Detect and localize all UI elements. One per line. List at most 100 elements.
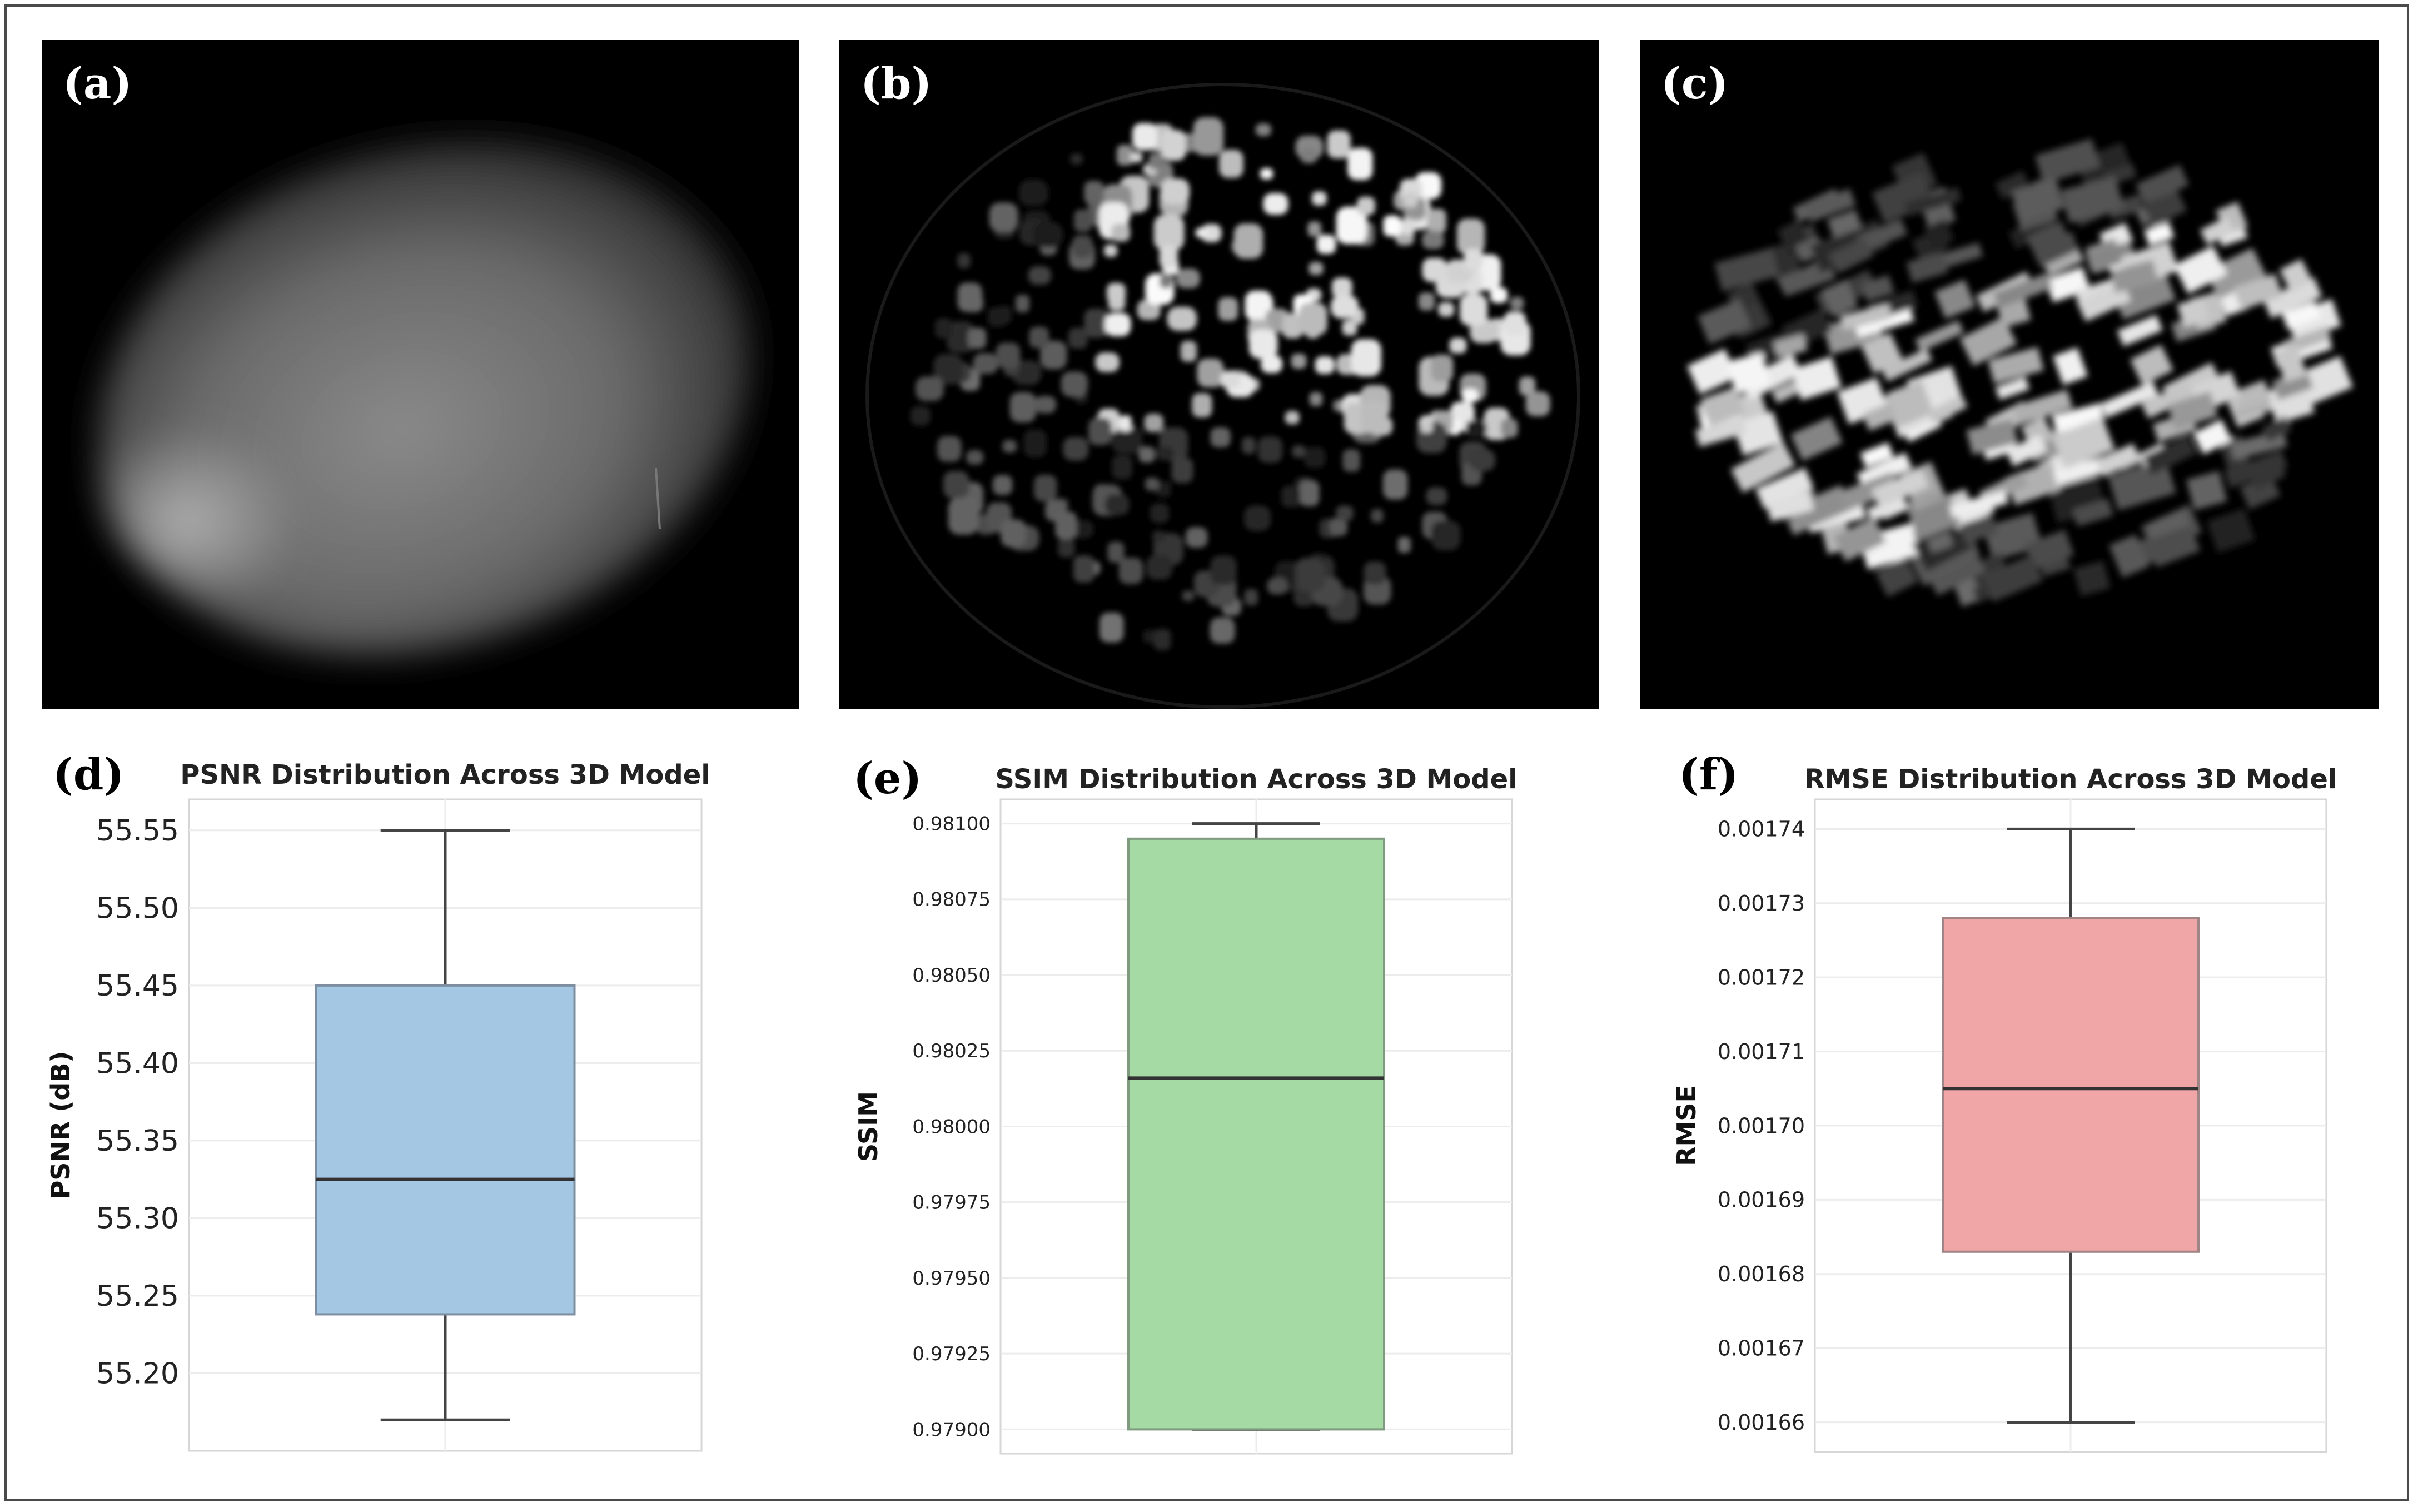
block-blob (2143, 222, 2175, 246)
cell-blob (1116, 145, 1133, 166)
block-blob (2011, 177, 2065, 223)
block-blob (1914, 320, 1964, 352)
y-tick-label: 0.97950 (912, 1267, 991, 1290)
block-cluster-render (1686, 138, 2354, 607)
chart-title: PSNR Distribution Across 3D Model (180, 759, 710, 790)
cell-blob (1153, 214, 1185, 251)
block-blob (2234, 380, 2272, 410)
block-blob (2053, 456, 2107, 486)
block-blob (2279, 258, 2312, 292)
cell-blob (1298, 302, 1327, 336)
y-tick-label: 0.00170 (1718, 1113, 1805, 1138)
cell-blob (1449, 337, 1467, 354)
block-blob (1860, 442, 1894, 468)
cell-blob (992, 475, 1013, 495)
cell-blob (1197, 358, 1224, 387)
block-blob (2034, 138, 2101, 184)
cell-blob (1156, 481, 1171, 498)
cell-blob (1525, 391, 1550, 416)
block-blob (1871, 467, 1929, 508)
cell-blob (1291, 354, 1307, 369)
cell-blob (1088, 417, 1112, 445)
cell-blob (1431, 520, 1461, 550)
y-tick-label: 0.97975 (912, 1192, 991, 1214)
block-blob (2147, 526, 2201, 568)
cell-blob (1132, 123, 1158, 151)
block-blob (2173, 245, 2227, 294)
blurred-ellipse-render (97, 136, 752, 655)
cell-blob (1460, 294, 1487, 326)
cell-blob (1312, 191, 1327, 206)
panel-c-image: (c) (1640, 40, 2379, 709)
block-blob (2200, 216, 2235, 245)
cell-blob (1028, 266, 1051, 285)
cell-blob (1261, 355, 1283, 374)
cell-blob (1315, 356, 1335, 374)
cell-blob (937, 436, 962, 462)
block-blob (1875, 557, 1919, 598)
block-blob (1906, 252, 1948, 283)
cell-blob (1371, 509, 1384, 523)
cell-blob (1401, 218, 1415, 235)
block-blob (1966, 418, 2018, 455)
cell-blob (1470, 449, 1495, 471)
block-blob (2024, 529, 2074, 570)
cell-blob (989, 202, 1018, 232)
cell-blob (915, 376, 944, 401)
y-tick-label: 0.97900 (912, 1419, 991, 1441)
cell-blob (935, 318, 952, 339)
block-blob (1773, 334, 1808, 359)
cell-blob (1420, 420, 1433, 433)
cell-blob (1510, 297, 1524, 310)
cell-blob (1422, 231, 1444, 250)
chart-title: RMSE Distribution Across 3D Model (1804, 764, 2337, 795)
block-blob (2272, 369, 2313, 400)
block-blob (2143, 190, 2187, 227)
block-blob (1698, 299, 1752, 345)
cell-blob (1357, 196, 1375, 216)
cell-blob (1019, 180, 1048, 206)
block-blob (2012, 389, 2073, 426)
cell-blob (1153, 629, 1171, 650)
cell-blob (1112, 455, 1133, 480)
cell-blob (996, 342, 1021, 369)
panel-a-image: (a) (42, 40, 799, 709)
block-blob (2006, 434, 2047, 467)
block-blob (1907, 495, 1961, 540)
cell-blob (997, 306, 1012, 324)
y-tick-label: 0.98050 (912, 964, 991, 987)
block-blob (2286, 299, 2341, 342)
cell-blob (1342, 320, 1357, 336)
block-blob (2206, 508, 2256, 553)
panel-label-d: (d) (53, 749, 125, 800)
cell-blob (1111, 425, 1143, 454)
y-tick-label: 0.00168 (1718, 1262, 1805, 1286)
cell-blob (1055, 511, 1077, 540)
block-blob (2234, 396, 2277, 421)
figure-frame (4, 4, 2409, 1501)
y-axis-label: RMSE (1671, 1085, 1701, 1166)
cell-blob (1073, 555, 1094, 583)
cell-blob (933, 354, 963, 385)
cell-blob (1144, 414, 1163, 432)
cell-blob (1161, 130, 1186, 161)
block-blob (1982, 554, 2043, 602)
cell-blob (1307, 221, 1321, 237)
y-tick-label: 0.98075 (912, 889, 991, 911)
block-blob (2005, 461, 2061, 506)
block-blob (1904, 187, 1962, 216)
cell-blob (1193, 117, 1224, 156)
block-blob (2042, 245, 2084, 277)
iqr-box (315, 984, 576, 1316)
block-blob (1988, 347, 2044, 384)
cell-blob (1143, 629, 1157, 644)
cell-blob (1182, 590, 1195, 601)
block-blob (1804, 188, 1856, 222)
cell-blob (1152, 530, 1165, 543)
cell-blob (1160, 273, 1173, 289)
cell-blob (1282, 313, 1303, 339)
block-blob (2130, 344, 2174, 386)
cell-blob (1342, 449, 1360, 472)
cell-blob (1029, 326, 1049, 349)
cell-blob (1299, 480, 1320, 506)
